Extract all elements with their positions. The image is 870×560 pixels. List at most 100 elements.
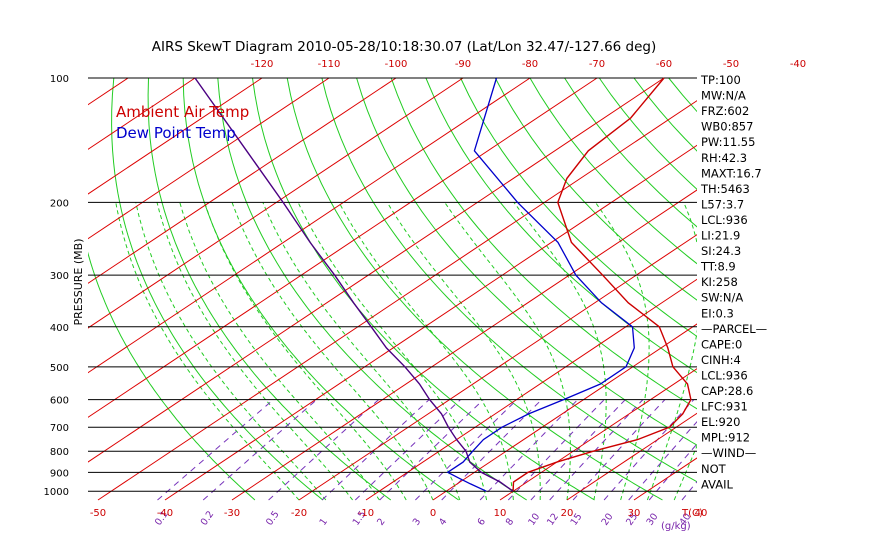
mixing-ratio-line — [479, 399, 579, 501]
bottom-temp-tick-label: 10 — [494, 508, 507, 519]
pressure-tick-label: 800 — [50, 447, 69, 458]
top-temp-tick-label: -40 — [790, 59, 806, 70]
dry-adiabat-line — [147, 77, 392, 501]
index-entry: EI:0.3 — [701, 306, 734, 320]
moist-adiabat-line — [513, 202, 607, 501]
mixing-ratio-line — [628, 420, 697, 501]
ambient-temp-profile — [512, 77, 692, 492]
pressure-tick-label: 100 — [50, 74, 69, 85]
dry-adiabat-line — [494, 77, 697, 301]
mixing-ratio-tick-label: 0.2 — [199, 509, 217, 528]
index-entry: L57:3.7 — [701, 197, 744, 211]
moist-adiabat-line — [179, 202, 380, 501]
index-entry: SW:N/A — [701, 291, 743, 305]
isotherm-line — [432, 323, 697, 501]
index-entry: LCL:936 — [701, 368, 748, 382]
y-axis-label: PRESSURE (MB) — [72, 239, 85, 326]
isotherm-line — [88, 77, 598, 418]
isotherm-line — [88, 77, 665, 463]
pressure-tick-label: 700 — [50, 423, 69, 434]
moist-adiabat-line — [262, 202, 461, 501]
mixing-ratio-tick-label: 8 — [504, 516, 516, 527]
mixing-ratio-line — [268, 399, 379, 501]
top-temp-tick-label: -110 — [318, 59, 341, 70]
mixing-ratio-line — [354, 399, 461, 501]
isotherm-line — [768, 78, 870, 500]
legend: Ambient Air Temp Dew Point Temp — [116, 103, 249, 142]
isotherm-line — [88, 77, 263, 195]
bottom-temp-tick-label: 0 — [430, 508, 436, 519]
moist-adiabat-line — [338, 202, 514, 501]
moist-adiabat-line — [231, 202, 434, 501]
index-entry: TH:5463 — [700, 182, 750, 196]
index-entry: MPL:912 — [701, 431, 750, 445]
top-temp-tick-label: -80 — [522, 59, 538, 70]
bottom-temp-tick-label: -10 — [358, 508, 374, 519]
mixing-ratio-line — [157, 399, 274, 501]
mixing-ratio-tick-label: 30 — [645, 512, 661, 528]
index-entry: AVAIL — [701, 477, 734, 491]
index-entry: WB0:857 — [701, 120, 753, 134]
mixing-ratio-line — [572, 399, 666, 501]
bottom-temp-tick-label: -30 — [224, 508, 240, 519]
pressure-tick-label: 200 — [50, 198, 69, 209]
isotherm-line — [88, 77, 397, 284]
index-entry: LI:21.9 — [701, 229, 740, 243]
index-entry: CINH:4 — [701, 353, 741, 367]
index-entry: SI:24.3 — [701, 244, 741, 258]
isotherm-line — [88, 77, 196, 150]
bottom-temp-tick-label: -20 — [291, 508, 307, 519]
mixing-ratio-tick-label: 12 — [545, 512, 561, 528]
moist-adiabat-line — [594, 202, 650, 501]
index-entry: EL:920 — [701, 415, 741, 429]
mixing-ratio-tick-label: 1 — [318, 516, 330, 527]
mixing-ratio-line — [379, 399, 484, 501]
isotherm-line — [566, 412, 697, 501]
mixing-ratio-tick-label: 6 — [476, 516, 488, 527]
index-entry: KI:258 — [701, 275, 738, 289]
index-entry: PW:11.55 — [701, 135, 755, 149]
isotherm-line — [88, 77, 464, 329]
mixing-ratio-line — [603, 399, 695, 501]
mixing-ratio-units-label: (g/kg) — [661, 521, 691, 532]
isotherm-line — [499, 368, 697, 501]
isotherm-line — [0, 78, 61, 500]
temp-units-label: T(C) — [681, 508, 703, 519]
mixing-ratio-line — [202, 399, 318, 501]
index-entry: FRZ:602 — [701, 104, 749, 118]
top-temp-tick-label: -100 — [385, 59, 408, 70]
mixing-ratio-tick-label: 3 — [411, 516, 423, 527]
dry-adiabat-line — [529, 77, 697, 265]
index-entry: MW:N/A — [701, 89, 746, 103]
mixing-ratio-tick-label: 20 — [600, 512, 616, 528]
dewpoint-profile — [446, 77, 635, 492]
moist-adiabat-line — [386, 202, 541, 500]
dry-adiabat-line — [321, 77, 697, 483]
mixing-ratio-line — [321, 399, 430, 501]
index-entry: RH:42.3 — [701, 151, 747, 165]
moist-adiabat-line — [646, 202, 697, 501]
dry-adiabat-line — [738, 78, 870, 500]
dry-adiabat-line — [773, 78, 870, 500]
index-entry: TT:8.9 — [700, 260, 736, 274]
isotherm-line — [88, 77, 129, 106]
bottom-temp-tick-label: 40 — [695, 508, 708, 519]
dry-adiabat-line — [460, 77, 697, 338]
index-entry: CAPE:0 — [701, 337, 742, 351]
moist-adiabat-line — [135, 202, 327, 501]
isotherm-line — [97, 100, 697, 501]
mixing-ratio-tick-label: 2 — [375, 516, 387, 527]
mixing-ratio-tick-label: 0.5 — [264, 509, 282, 528]
isotherm-line — [164, 144, 697, 501]
isotherm-line — [231, 189, 697, 501]
dry-adiabat-line — [842, 78, 870, 500]
moist-adiabat-line — [115, 202, 300, 501]
isobars — [88, 77, 697, 492]
isotherm-line — [88, 77, 531, 374]
mixing-ratio-line — [648, 443, 697, 501]
index-entry: CAP:28.6 — [701, 384, 753, 398]
bottom-temp-tick-label: -50 — [90, 508, 106, 519]
index-entry: —PARCEL— — [701, 322, 767, 336]
